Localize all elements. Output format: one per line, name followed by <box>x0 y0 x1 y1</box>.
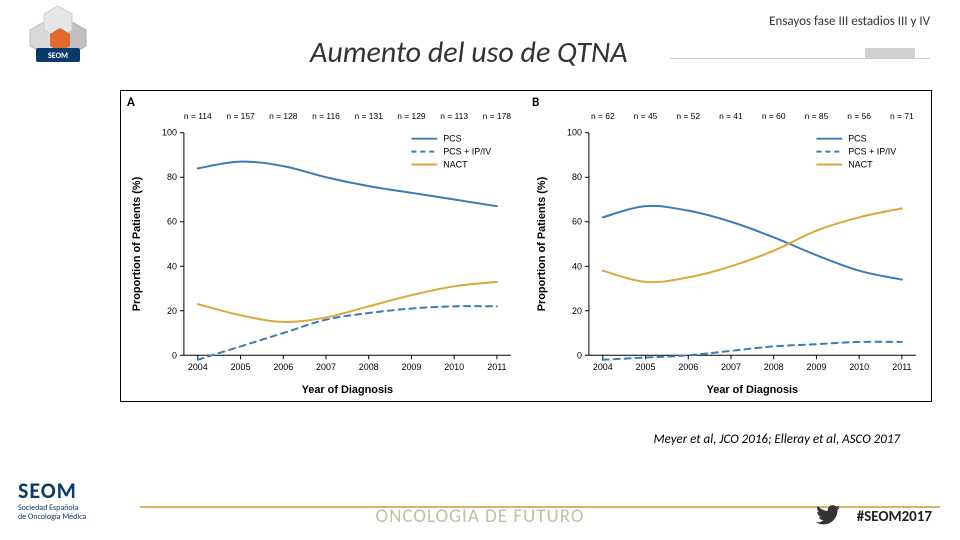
svg-text:2010: 2010 <box>444 362 464 372</box>
chart-b: 0 20 40 60 80 100 2004 2005 2006 2007 2008 2009 2010… <box>526 91 931 401</box>
svg-text:Proportion of Patients (%): Proportion of Patients (%) <box>536 176 548 311</box>
svg-text:Proportion of Patients (%): Proportion of Patients (%) <box>131 176 143 311</box>
panel-a-label: A <box>127 95 135 110</box>
svg-text:2007: 2007 <box>721 362 741 372</box>
svg-text:NACT: NACT <box>443 160 468 170</box>
svg-text:PCS + IP/IV: PCS + IP/IV <box>848 147 896 157</box>
svg-text:n = 71: n = 71 <box>890 111 914 121</box>
svg-text:n = 178: n = 178 <box>483 111 512 121</box>
page-title: Aumento del uso de QTNA <box>310 34 628 71</box>
svg-text:2010: 2010 <box>849 362 869 372</box>
svg-text:60: 60 <box>167 217 177 227</box>
svg-text:n = 128: n = 128 <box>269 111 298 121</box>
panel-a: A 0 20 40 60 80 100 2004 2005 2006 2007 2008 2009 20… <box>121 91 526 401</box>
svg-text:2005: 2005 <box>231 362 251 372</box>
svg-text:PCS + IP/IV: PCS + IP/IV <box>443 147 491 157</box>
svg-text:n = 41: n = 41 <box>719 111 743 121</box>
svg-text:Year of Diagnosis: Year of Diagnosis <box>302 384 394 396</box>
svg-text:60: 60 <box>572 217 582 227</box>
title-tab <box>865 48 915 58</box>
svg-text:2005: 2005 <box>636 362 656 372</box>
svg-text:40: 40 <box>167 261 177 271</box>
svg-text:20: 20 <box>167 306 177 316</box>
svg-text:100: 100 <box>567 128 582 138</box>
svg-text:PCS: PCS <box>443 134 461 144</box>
svg-text:2006: 2006 <box>678 362 698 372</box>
svg-text:NACT: NACT <box>848 160 873 170</box>
svg-text:Year of Diagnosis: Year of Diagnosis <box>707 384 799 396</box>
svg-text:2009: 2009 <box>806 362 826 372</box>
panel-b: B 0 20 40 60 80 100 2004 2005 2006 2007 2008 2009 20… <box>526 91 931 401</box>
svg-text:2011: 2011 <box>892 362 911 372</box>
svg-text:n = 129: n = 129 <box>397 111 426 121</box>
svg-text:2006: 2006 <box>273 362 293 372</box>
svg-text:n = 62: n = 62 <box>591 111 615 121</box>
svg-text:20: 20 <box>572 306 582 316</box>
panel-b-label: B <box>532 95 539 110</box>
footer-org-short: SEOM <box>18 477 86 504</box>
svg-text:80: 80 <box>572 172 582 182</box>
seom-2017-logo: SEOM 2017 <box>10 4 100 74</box>
svg-text:80: 80 <box>167 172 177 182</box>
svg-text:n = 45: n = 45 <box>634 111 658 121</box>
hashtag: #SEOM2017 <box>857 508 932 526</box>
svg-text:n = 116: n = 116 <box>312 111 340 121</box>
svg-text:n = 52: n = 52 <box>676 111 700 121</box>
svg-text:SEOM: SEOM <box>48 51 68 61</box>
citation: Meyer et al, JCO 2016; Elleray et al, AS… <box>653 432 900 447</box>
svg-text:40: 40 <box>572 261 582 271</box>
svg-text:2004: 2004 <box>188 362 208 372</box>
svg-text:n = 131: n = 131 <box>355 111 384 121</box>
svg-text:n = 157: n = 157 <box>226 111 255 121</box>
svg-text:n = 60: n = 60 <box>762 111 786 121</box>
svg-text:0: 0 <box>172 350 177 360</box>
twitter-icon <box>816 505 840 530</box>
svg-text:0: 0 <box>577 350 582 360</box>
svg-text:n = 113: n = 113 <box>440 111 468 121</box>
svg-text:2009: 2009 <box>401 362 421 372</box>
svg-text:2007: 2007 <box>316 362 336 372</box>
svg-text:PCS: PCS <box>848 134 866 144</box>
chart-a: 0 20 40 60 80 100 2004 2005 2006 2007 2008 2009 2010… <box>121 91 526 401</box>
svg-text:2017: 2017 <box>53 62 64 68</box>
svg-text:n = 85: n = 85 <box>805 111 829 121</box>
title-rule <box>670 58 930 59</box>
svg-text:2008: 2008 <box>764 362 784 372</box>
svg-text:2008: 2008 <box>359 362 379 372</box>
figure-container: A 0 20 40 60 80 100 2004 2005 2006 2007 2008 2009 20… <box>120 90 932 402</box>
header-subtitle: Ensayos fase III estadios III y IV <box>769 14 930 29</box>
svg-text:100: 100 <box>162 128 177 138</box>
svg-text:2011: 2011 <box>487 362 506 372</box>
svg-text:n = 56: n = 56 <box>847 111 871 121</box>
svg-text:2004: 2004 <box>593 362 613 372</box>
svg-text:n = 114: n = 114 <box>184 111 212 121</box>
